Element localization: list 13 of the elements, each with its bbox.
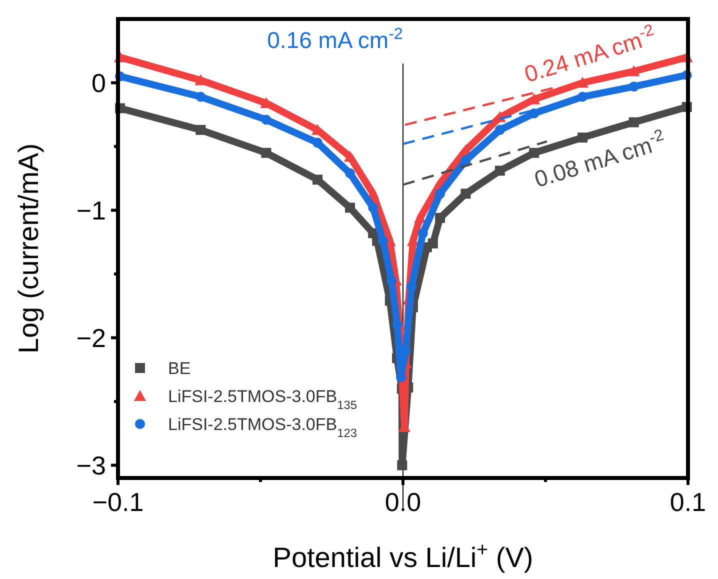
y-tick-label: −2 xyxy=(76,322,106,353)
legend-label: LiFSI-2.5TMOS-3.0FB$_{123}$ xyxy=(168,415,358,440)
x-tick-label: 0.1 xyxy=(670,487,706,517)
y-tick-label: −3 xyxy=(76,450,106,480)
x-tick-label: 0.0 xyxy=(384,487,422,517)
legend-label: LiFSI-2.5TMOS-3.0FB$_{135}$ xyxy=(168,387,358,412)
legend-label: BE xyxy=(168,359,191,378)
y-tick-label: −1 xyxy=(76,195,106,226)
x-tick-label: −0.1 xyxy=(92,487,144,517)
y-tick-label: 0 xyxy=(92,68,106,98)
y-axis-title: Log (current/mA) xyxy=(13,143,44,354)
x-axis-title: Potential vs Li/Li$^{+}$ (V) xyxy=(272,539,534,573)
annotation: 0.16 mA cm$^{-2}$ xyxy=(267,25,403,54)
